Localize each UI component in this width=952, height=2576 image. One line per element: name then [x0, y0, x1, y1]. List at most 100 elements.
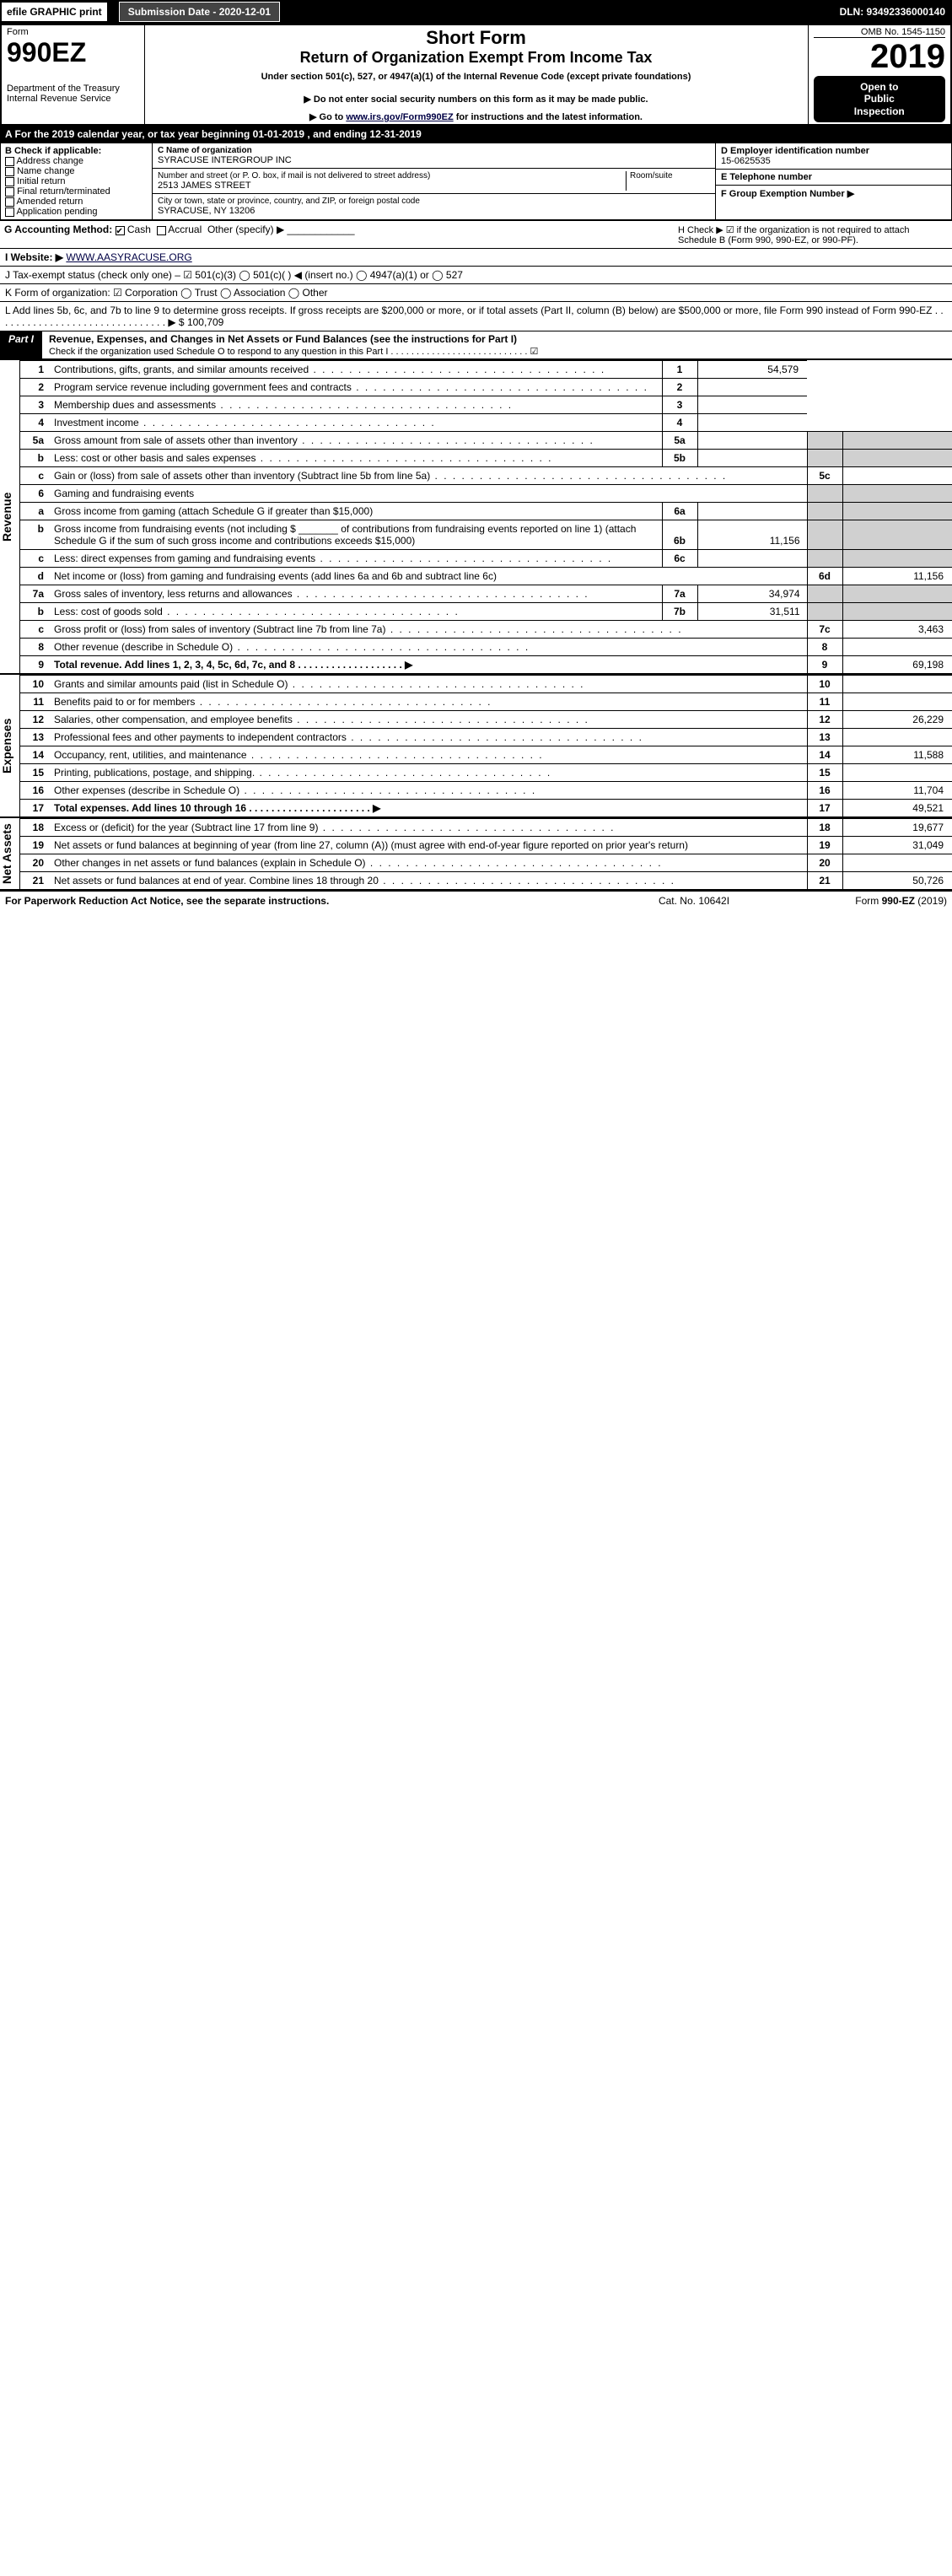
box-d-label: D Employer identification number — [721, 146, 946, 156]
ln-3-num: 3 — [662, 396, 697, 414]
ln-7b-no: b — [20, 603, 51, 621]
box-b: B Check if applicable: Address change Na… — [1, 143, 153, 219]
line-l: L Add lines 5b, 6c, and 7b to line 9 to … — [0, 301, 952, 331]
dept-irs: Internal Revenue Service — [7, 94, 139, 104]
city-value: SYRACUSE, NY 13206 — [158, 206, 710, 216]
ln-20-no: 20 — [20, 854, 51, 872]
ln-6a-shade2 — [842, 503, 952, 520]
ln-6d-desc: Net income or (loss) from gaming and fun… — [51, 568, 807, 585]
box-c-label: C Name of organization — [158, 146, 710, 155]
irs-link[interactable]: www.irs.gov/Form990EZ — [346, 112, 453, 122]
chk-pending[interactable]: Application pending — [5, 207, 148, 217]
ln-4-no: 4 — [20, 414, 51, 432]
ln-5b-shade — [807, 450, 842, 467]
ln-6a-subamt — [697, 503, 807, 520]
ln-7b-desc: Less: cost of goods sold — [51, 603, 662, 621]
ln-10-no: 10 — [20, 676, 51, 693]
ln-6b-shade2 — [842, 520, 952, 550]
title-short-form: Short Form — [150, 27, 803, 49]
ln-11-no: 11 — [20, 693, 51, 711]
form-number: 990EZ — [7, 37, 139, 68]
ln-6b-shade — [807, 520, 842, 550]
chk-name[interactable]: Name change — [5, 166, 148, 176]
netassets-table: 18Excess or (deficit) for the year (Subt… — [20, 818, 952, 889]
ln-7a-sub: 7a — [662, 585, 697, 603]
ln-14-num: 14 — [807, 746, 842, 764]
ln-6c-shade2 — [842, 550, 952, 568]
ln-5a-sub: 5a — [662, 432, 697, 450]
ln-7c-amt: 3,463 — [842, 621, 952, 639]
ln-19-desc: Net assets or fund balances at beginning… — [51, 837, 807, 854]
ln-14-amt: 11,588 — [842, 746, 952, 764]
part1-label: Part I — [0, 331, 42, 358]
ln-7c-no: c — [20, 621, 51, 639]
box-c: C Name of organization SYRACUSE INTERGRO… — [153, 143, 715, 219]
ln-5a-shade — [807, 432, 842, 450]
ln-7b-subamt: 31,511 — [697, 603, 807, 621]
ln-8-num: 8 — [807, 639, 842, 656]
form-header: Form 990EZ Department of the Treasury In… — [0, 24, 952, 126]
efile-print-button[interactable]: efile GRAPHIC print — [0, 1, 109, 23]
ln-13-amt — [842, 729, 952, 746]
submission-date-button[interactable]: Submission Date - 2020-12-01 — [119, 2, 280, 22]
form-word: Form — [7, 27, 139, 37]
ln-7a-desc: Gross sales of inventory, less returns a… — [51, 585, 662, 603]
ln-1-desc: Contributions, gifts, grants, and simila… — [51, 361, 662, 379]
open-l1: Open to — [820, 81, 939, 93]
ln-5b-shade2 — [842, 450, 952, 467]
ln-18-desc: Excess or (deficit) for the year (Subtra… — [51, 819, 807, 837]
dln-label: DLN: 93492336000140 — [840, 6, 952, 18]
part1-header: Part I Revenue, Expenses, and Changes in… — [0, 331, 952, 358]
ln-7b-shade2 — [842, 603, 952, 621]
ln-10-desc: Grants and similar amounts paid (list in… — [51, 676, 807, 693]
ln-2-no: 2 — [20, 379, 51, 396]
ln-7c-num: 7c — [807, 621, 842, 639]
expenses-table: 10Grants and similar amounts paid (list … — [20, 675, 952, 816]
foot-right: Form 990-EZ (2019) — [778, 895, 947, 907]
website-link[interactable]: WWW.AASYRACUSE.ORG — [66, 251, 191, 263]
ln-17-num: 17 — [807, 800, 842, 817]
ln-6c-shade — [807, 550, 842, 568]
ln-12-no: 12 — [20, 711, 51, 729]
ln-13-num: 13 — [807, 729, 842, 746]
netassets-side-label: Net Assets — [0, 818, 20, 889]
line-i: I Website: ▶ WWW.AASYRACUSE.ORG — [0, 248, 952, 266]
ln-6-no: 6 — [20, 485, 51, 503]
ln-12-amt: 26,229 — [842, 711, 952, 729]
ln-21-num: 21 — [807, 872, 842, 890]
g-other: Other (specify) ▶ — [207, 224, 284, 235]
ln-6a-no: a — [20, 503, 51, 520]
ln-1-num: 1 — [662, 361, 697, 379]
chk-accrual[interactable] — [157, 226, 166, 235]
note-goto-a: ▶ Go to — [309, 112, 346, 122]
box-b-title: B Check if applicable: — [5, 146, 148, 156]
period-mid: , and ending — [307, 128, 369, 140]
ln-19-amt: 31,049 — [842, 837, 952, 854]
ln-15-amt — [842, 764, 952, 782]
ln-8-no: 8 — [20, 639, 51, 656]
chk-cash[interactable] — [116, 226, 125, 235]
ln-17-amt: 49,521 — [842, 800, 952, 817]
ln-5b-no: b — [20, 450, 51, 467]
chk-initial[interactable]: Initial return — [5, 176, 148, 186]
chk-address[interactable]: Address change — [5, 156, 148, 166]
ln-6c-sub: 6c — [662, 550, 697, 568]
ln-19-no: 19 — [20, 837, 51, 854]
ln-5a-desc: Gross amount from sale of assets other t… — [51, 432, 662, 450]
ln-4-amt — [697, 414, 807, 432]
ln-19-num: 19 — [807, 837, 842, 854]
ln-5a-no: 5a — [20, 432, 51, 450]
box-e-label: E Telephone number — [721, 172, 946, 182]
ln-6-desc: Gaming and fundraising events — [51, 485, 807, 503]
chk-amended[interactable]: Amended return — [5, 197, 148, 207]
ln-5a-shade2 — [842, 432, 952, 450]
ln-15-num: 15 — [807, 764, 842, 782]
tax-year: 2019 — [814, 38, 946, 76]
note-ssn: ▶ Do not enter social security numbers o… — [150, 94, 803, 105]
chk-final[interactable]: Final return/terminated — [5, 186, 148, 197]
box-def: D Employer identification number 15-0625… — [715, 143, 951, 219]
ln-16-num: 16 — [807, 782, 842, 800]
g-cash: Cash — [127, 224, 151, 235]
ln-6b-sub: 6b — [662, 520, 697, 550]
ln-3-no: 3 — [20, 396, 51, 414]
